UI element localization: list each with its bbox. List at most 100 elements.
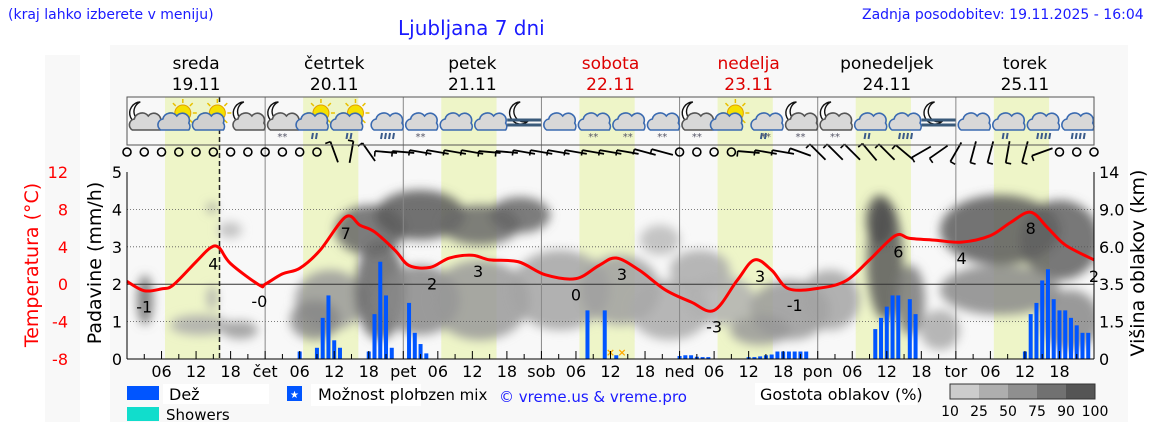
wind-barb-icon (805, 143, 827, 161)
rain-drop (867, 132, 871, 140)
cloud-density-blob (137, 275, 153, 325)
wind-barb (597, 149, 601, 156)
wind-barb (1005, 162, 1012, 165)
precip-bar (320, 317, 325, 359)
wind-barb (911, 157, 916, 163)
x-tick-label: 12 (738, 362, 758, 381)
precip-bar (372, 314, 377, 359)
moon-cloud-icon (128, 101, 163, 131)
cloud-shape (709, 112, 744, 131)
wind-shaft (929, 144, 949, 160)
wind-barb (987, 161, 994, 165)
wind-shaft (826, 143, 844, 161)
wind-barb (459, 149, 463, 156)
precip-bar (389, 347, 394, 359)
wind-barb-icon (597, 149, 622, 156)
cloud-height-axis-label: Višina oblakov (km) (1127, 170, 1149, 357)
precip-bar (1040, 280, 1045, 359)
rain-drop (898, 132, 902, 140)
precip-tick: 1 (112, 313, 122, 332)
sun-ray (327, 102, 332, 107)
moon-cloud-snow-icon: ** (681, 101, 715, 143)
rain-drop (1044, 132, 1048, 140)
temperature-tick: 12 (48, 163, 68, 182)
cloud-height-tick: 1.5 (1099, 313, 1124, 332)
wind-barb-icon (615, 149, 639, 156)
cloud-density-swatch (950, 384, 979, 399)
precip-bar (378, 261, 383, 359)
day-date: 23.11 (724, 75, 773, 95)
precip-tick: 3 (112, 238, 122, 257)
wind-barb-icon (546, 149, 570, 156)
cloud-density-blob (490, 197, 550, 233)
snowflake: ** (761, 132, 771, 143)
wind-shaft (461, 149, 484, 155)
precip-bar (752, 357, 757, 359)
temperature-line (126, 210, 1095, 313)
calm-wind-icon (1054, 147, 1065, 157)
precip-bar (407, 302, 412, 359)
cloud-heavy-rain-icon (1026, 112, 1061, 140)
snowflake: ** (657, 132, 667, 143)
wind-barb-icon (494, 150, 518, 157)
wind-shaft (599, 149, 622, 155)
sun-ray (362, 119, 366, 124)
wind-barb-icon (753, 149, 777, 156)
precip-bar (758, 356, 763, 359)
cloud-snow-icon: ** (404, 112, 439, 143)
credit-link[interactable]: © vreme.us & vreme.pro (499, 388, 687, 406)
wind-barb (787, 147, 791, 154)
cloud-shape (329, 112, 364, 131)
location-hint[interactable]: (kraj lahko izberete v meniju) (8, 7, 214, 23)
temperature-tick: -4 (52, 313, 68, 332)
cloud-density-step: 10 (941, 404, 959, 420)
cloud-icon (543, 112, 577, 131)
moon-shape (508, 101, 529, 125)
showers-swatch (127, 407, 159, 421)
rain-drop (1082, 132, 1086, 140)
cloud-density-blob (430, 260, 530, 340)
wind-barb-icon (425, 149, 449, 156)
wind-shaft (772, 149, 795, 155)
cloud-shape (1061, 112, 1095, 131)
rain-drop (1040, 132, 1044, 140)
sun-ray (741, 102, 746, 107)
day-name: nedelja (717, 54, 779, 74)
cloud-height-tick: 3.5 (1099, 275, 1124, 294)
calm-wind-icon (692, 147, 702, 157)
wind-shaft (895, 144, 914, 160)
sun-ray (345, 102, 349, 107)
cloud-shape (1026, 112, 1061, 131)
cloud-shape (404, 112, 439, 131)
rain-label-bg (163, 384, 269, 404)
precip-bar (602, 310, 607, 359)
wind-barb (407, 149, 411, 156)
x-tick-label: 06 (980, 362, 1000, 381)
wind-shaft (478, 150, 501, 154)
day-name: sreda (173, 54, 220, 74)
wind-shaft (754, 149, 777, 155)
x-tick-label: 12 (186, 362, 206, 381)
cloud-shape (819, 112, 853, 131)
precip-axis-label: Padavine (mm/h) (84, 182, 106, 345)
calm-wind-icon (1089, 147, 1099, 157)
x-tick-label: 12 (877, 362, 897, 381)
wind-shaft (616, 149, 639, 155)
wind-shaft (737, 150, 760, 154)
cloud-shape (992, 112, 1026, 131)
wind-shaft (495, 150, 518, 154)
precip-bar (1074, 325, 1079, 359)
wind-barb (949, 160, 956, 165)
rain-drop (345, 132, 349, 140)
wind-barb-icon (928, 144, 949, 164)
calm-wind-icon (277, 147, 288, 157)
wind-barb-icon (459, 149, 484, 156)
temperature-label: 8 (1026, 219, 1036, 238)
cloud-density-swatch (1037, 384, 1066, 399)
precip-bar (418, 344, 423, 359)
cloud-shape (191, 112, 226, 131)
wind-shaft (911, 145, 932, 159)
wind-barb-icon (770, 149, 795, 156)
x-tick-label: pon (803, 362, 833, 381)
wind-shaft (843, 143, 861, 161)
